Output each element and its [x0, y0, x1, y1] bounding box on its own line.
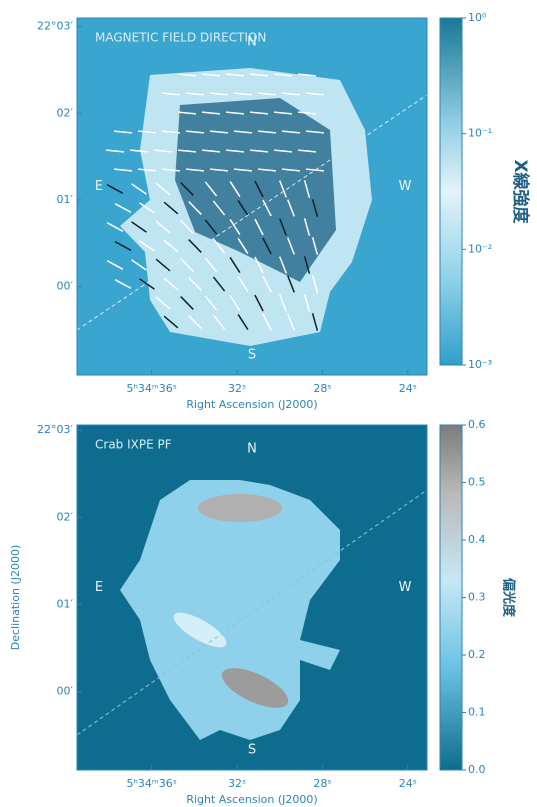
high-pf: [198, 494, 282, 522]
direction-label: W: [399, 580, 412, 595]
y-axis-label: Declination (J2000): [9, 545, 22, 651]
colorbar-tick-label: 0.6: [468, 418, 486, 431]
colorbar-tick-label: 0.2: [468, 648, 486, 661]
x-axis-label: Right Ascension (J2000): [186, 398, 317, 411]
direction-label: W: [399, 179, 412, 194]
colorbar-label: 偏光度: [501, 577, 517, 618]
y-tick-label: 02′: [57, 510, 74, 523]
colorbar-tick-label: 0.1: [468, 706, 486, 719]
x-tick-label: 24ˢ: [399, 777, 417, 790]
x-tick-label: 5ʰ34ᵐ36ˢ: [126, 382, 176, 395]
direction-label: N: [247, 35, 257, 50]
x-tick-label: 32ˢ: [228, 382, 246, 395]
direction-label: E: [95, 179, 103, 194]
colorbar-tick-label: 10⁻³: [468, 358, 492, 371]
x-tick-label: 28ˢ: [313, 382, 331, 395]
colorbar-tick-label: 10⁻²: [468, 242, 492, 255]
y-tick-label: 22°03′: [37, 20, 73, 33]
colorbar: [440, 425, 462, 770]
direction-label: N: [247, 442, 257, 457]
x-tick-label: 28ˢ: [313, 777, 331, 790]
colorbar-tick-label: 0.5: [468, 476, 486, 489]
colorbar-tick-label: 0.3: [468, 591, 486, 604]
map-title: Crab IXPE PF: [95, 438, 172, 452]
colorbar: [440, 18, 462, 365]
y-tick-label: 00′: [57, 280, 74, 293]
x-tick-label: 24ˢ: [399, 382, 417, 395]
y-tick-label: 22°03′: [37, 423, 73, 436]
colorbar-tick-label: 10⁻¹: [468, 127, 492, 140]
colorbar-tick-label: 10⁰: [468, 11, 487, 24]
direction-label: E: [95, 580, 103, 595]
y-tick-label: 01′: [57, 193, 74, 206]
colorbar-tick-label: 0.4: [468, 533, 486, 546]
y-tick-label: 00′: [57, 685, 74, 698]
colorbar-label: X線強度: [510, 159, 531, 224]
map-title: MAGNETIC FIELD DIRECTION: [95, 31, 266, 45]
colorbar-tick-label: 0.0: [468, 763, 486, 776]
direction-label: S: [248, 743, 256, 758]
figure: MAGNETIC FIELD DIRECTION 5ʰ34ᵐ36ˢ 32ˢ 28ˢ 24…: [0, 0, 537, 807]
x-tick-label: 5ʰ34ᵐ36ˢ: [126, 777, 176, 790]
x-axis-label: Right Ascension (J2000): [186, 793, 317, 806]
direction-label: S: [248, 348, 256, 363]
x-tick-label: 32ˢ: [228, 777, 246, 790]
y-tick-label: 02′: [57, 106, 74, 119]
y-tick-label: 01′: [57, 597, 74, 610]
